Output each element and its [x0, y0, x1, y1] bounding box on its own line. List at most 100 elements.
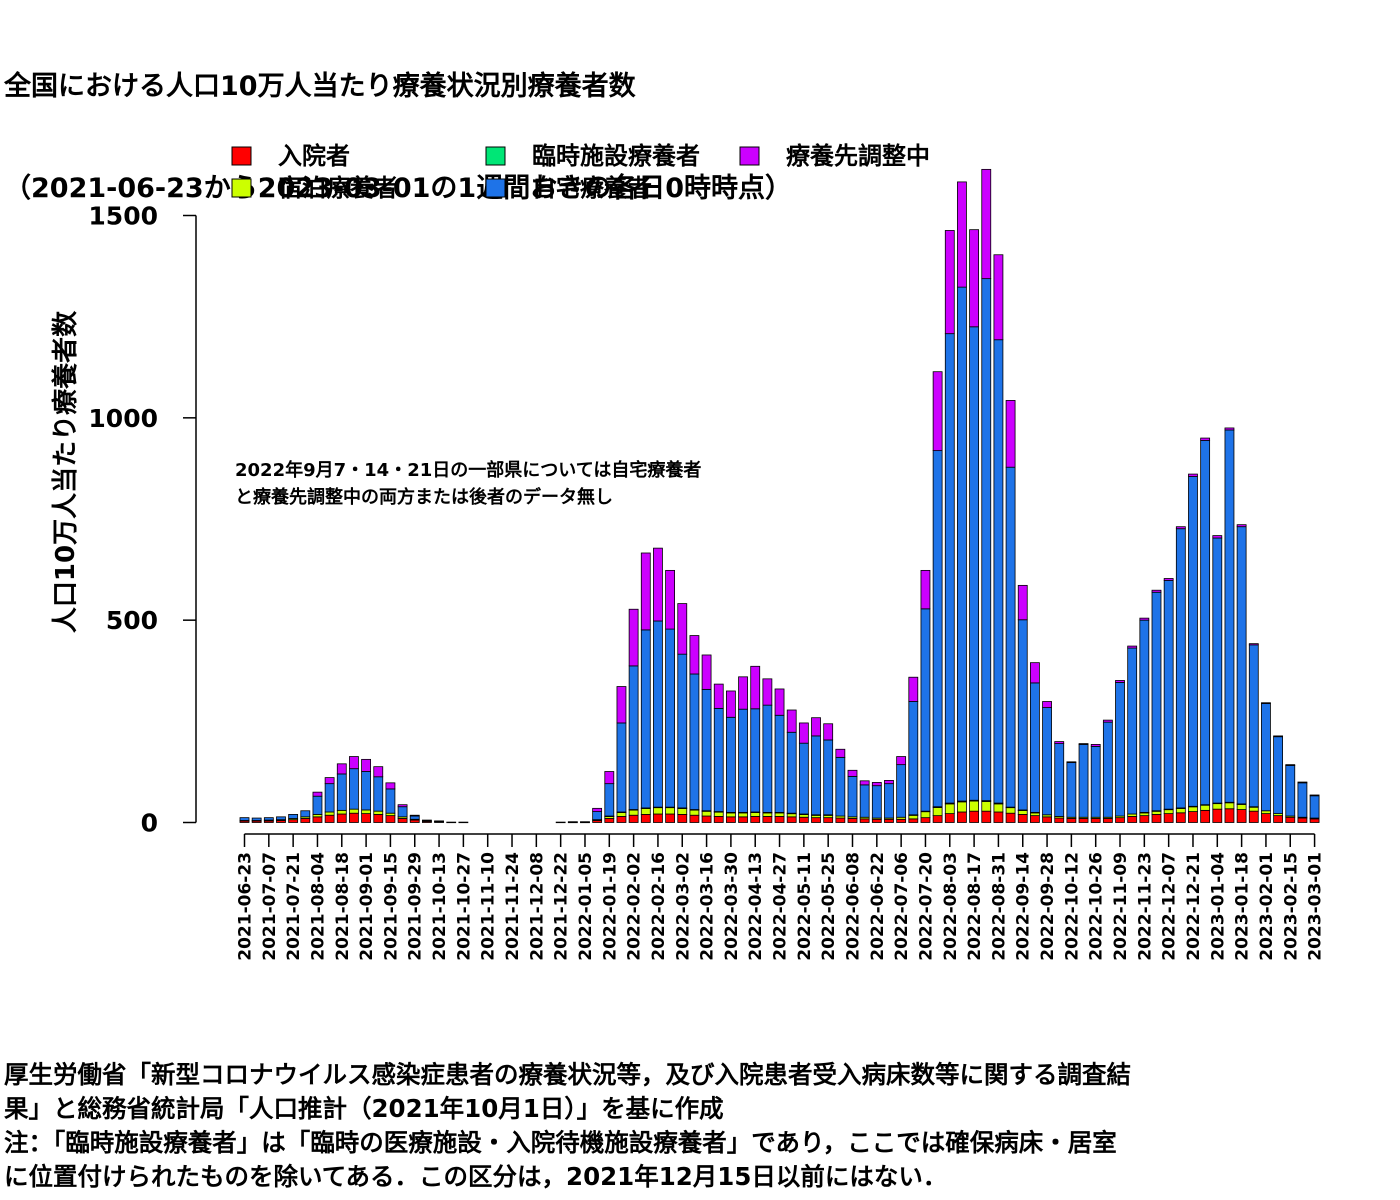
bar-segment-s0-2022-12-21: [1188, 811, 1198, 823]
x-tick-label-2021-10-13: 2021-10-13: [430, 852, 450, 961]
bar-segment-s0-2022-06-15: [859, 818, 870, 823]
bar-segment-s1-2021-08-18: [336, 809, 347, 815]
bar-segment-s0-2021-09-15: [385, 815, 396, 823]
bar-segment-s0-2022-10-19: [1078, 818, 1089, 823]
bar-segment-s4-2022-11-09: [1115, 680, 1125, 683]
bar-segment-s3-2022-07-27: [932, 450, 943, 808]
x-tick-label-2023-03-01: 2023-03-01: [1306, 852, 1326, 961]
bar-segment-s3-2022-07-06: [896, 764, 907, 818]
bar-segment-s0-2021-09-08: [373, 814, 384, 823]
bar-segment-s0-2022-03-02: [677, 814, 688, 823]
x-tick-label-2022-01-05: 2022-01-05: [576, 852, 596, 961]
bar-segment-s3-2022-01-26: [616, 722, 627, 813]
bar-segment-s3-2022-03-30: [726, 716, 736, 813]
legend-label-2: 臨時施設療養者: [532, 142, 700, 170]
bar-segment-s3-2022-03-02: [677, 653, 688, 809]
bar-segment-s3-2022-08-03: [944, 333, 955, 804]
bar-segment-s0-2022-03-30: [726, 816, 736, 823]
bar-segment-s0-2023-01-04: [1212, 808, 1223, 823]
bar-segment-s1-2022-02-23: [665, 807, 675, 815]
bar-segment-s4-2022-07-20: [920, 569, 931, 610]
y-tick-label-1500: 1500: [88, 202, 158, 231]
bar-segment-s0-2022-12-28: [1200, 809, 1211, 823]
bar-segment-s4-2023-01-18: [1236, 524, 1247, 528]
bar-segment-s0-2022-08-10: [957, 811, 967, 823]
bar-segment-s0-2021-07-21: [288, 819, 299, 823]
bar-segment-s3-2022-12-07: [1163, 580, 1174, 810]
annotation-line: 2022年9月7・14・21日の一部県については自宅療養者: [235, 459, 701, 481]
x-tick-label-2021-12-22: 2021-12-22: [552, 852, 572, 961]
x-tick-label-2022-03-02: 2022-03-02: [673, 852, 693, 961]
legend-label-3: 自宅療養者: [532, 174, 652, 202]
x-tick-label-2022-08-17: 2022-08-17: [965, 852, 985, 961]
bar-segment-s4-2022-09-14: [1017, 584, 1028, 621]
bar-segment-s3-2022-08-10: [957, 286, 967, 802]
bar-segment-s0-2021-10-20: [446, 821, 457, 824]
bar-segment-s1-2021-08-25: [349, 808, 359, 814]
bar-segment-s4-2022-03-02: [677, 603, 688, 655]
bar-segment-s1-2023-01-25: [1248, 806, 1259, 812]
bar-segment-s4-2022-01-12: [592, 807, 603, 812]
bar-segment-s3-2021-08-11: [324, 783, 335, 813]
bar-segment-s4-2022-07-27: [932, 371, 943, 452]
bar-segment-s4-2023-01-25: [1248, 643, 1259, 646]
bar-segment-s0-2022-01-26: [616, 816, 627, 823]
bar-segment-s1-2022-08-31: [993, 803, 1004, 813]
bar-segment-s0-2021-09-22: [397, 818, 408, 823]
bar-segment-s3-2021-09-22: [397, 806, 408, 818]
bar-segment-s0-2023-01-18: [1236, 809, 1247, 823]
bar-segment-s0-2022-08-31: [993, 811, 1004, 823]
bar-segment-s4-2022-12-28: [1200, 437, 1211, 441]
bar-segment-s3-2022-09-28: [1042, 707, 1052, 816]
x-tick-label-2022-02-02: 2022-02-02: [625, 852, 645, 961]
x-tick-label-2022-12-07: 2022-12-07: [1160, 852, 1180, 961]
x-tick-label-2022-11-09: 2022-11-09: [1111, 852, 1131, 961]
bar-segment-s3-2021-09-29: [409, 815, 420, 820]
bar-segment-s0-2022-01-19: [604, 818, 615, 823]
bar-segment-s1-2022-03-09: [689, 809, 700, 816]
bar-segment-s3-2022-05-04: [786, 731, 797, 814]
bar-segment-s4-2022-06-22: [871, 782, 882, 787]
x-tick-label-2022-05-25: 2022-05-25: [819, 852, 839, 961]
bar-segment-s4-2022-08-24: [981, 168, 992, 280]
bar-segment-s0-2022-07-20: [920, 817, 931, 823]
bar-segment-s1-2022-08-03: [944, 803, 955, 815]
x-tick-label-2022-01-19: 2022-01-19: [600, 852, 620, 961]
bar-segment-s0-2022-10-05: [1054, 817, 1065, 823]
bar-segment-s3-2022-11-09: [1115, 682, 1125, 817]
bar-segment-s4-2022-05-11: [798, 722, 809, 744]
bar-segment-s0-2022-06-22: [871, 818, 882, 823]
x-tick-label-2022-06-08: 2022-06-08: [844, 852, 864, 961]
bar-segment-s3-2022-12-28: [1200, 440, 1211, 806]
bar-segment-s4-2023-02-22: [1297, 781, 1308, 784]
y-tick-label-500: 500: [106, 606, 158, 635]
bar-segment-s1-2021-09-01: [361, 809, 372, 815]
bar-segment-s4-2022-07-06: [896, 756, 907, 766]
bar-segment-s0-2022-11-16: [1127, 816, 1138, 823]
bar-segment-s3-2022-11-23: [1139, 619, 1150, 813]
bar-segment-s4-2022-11-23: [1139, 617, 1150, 621]
bar-segment-s4-2021-09-22: [397, 804, 408, 808]
bar-segment-s3-2022-10-05: [1054, 743, 1065, 817]
x-tick-label-2021-09-15: 2021-09-15: [381, 852, 401, 961]
bar-segment-s3-2022-06-01: [835, 756, 846, 817]
bar-segment-s0-2021-12-22: [555, 821, 566, 824]
bar-segment-s1-2022-08-10: [957, 801, 967, 813]
bar-segment-s3-2023-01-11: [1224, 429, 1235, 803]
bar-segment-s4-2022-08-10: [957, 181, 967, 288]
bar-segment-s3-2022-11-02: [1102, 721, 1113, 818]
bar-segment-s3-2022-08-31: [993, 339, 1004, 804]
bar-segment-s3-2021-09-15: [385, 788, 396, 814]
bar-segment-s3-2022-12-14: [1175, 528, 1186, 809]
bar-segment-s3-2021-06-23: [239, 817, 250, 821]
bar-segment-s3-2023-01-25: [1248, 644, 1259, 808]
x-tick-label-2022-03-30: 2022-03-30: [722, 852, 742, 961]
bar-segment-s4-2022-09-21: [1030, 662, 1040, 684]
bar-segment-s0-2022-12-07: [1163, 813, 1174, 823]
bar-segment-s1-2022-02-16: [653, 807, 663, 815]
bar-segment-s0-2021-08-11: [324, 814, 335, 823]
x-tick-label-2023-01-18: 2023-01-18: [1233, 852, 1253, 961]
x-tick-label-2021-07-07: 2021-07-07: [260, 852, 280, 961]
bar-segment-s0-2022-11-30: [1151, 814, 1162, 823]
bar-segment-s3-2022-06-29: [884, 783, 894, 819]
